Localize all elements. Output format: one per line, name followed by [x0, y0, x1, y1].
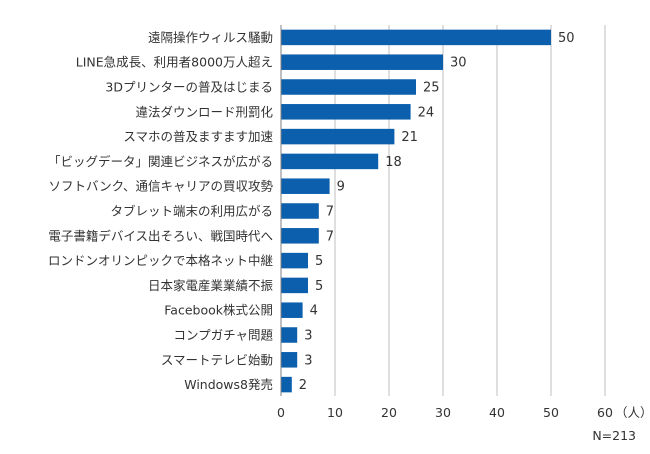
category-label: 3Dプリンターの普及はじまる: [105, 80, 273, 95]
bar: [281, 203, 319, 219]
x-tick-label: 60: [597, 405, 613, 420]
bar: [281, 302, 303, 318]
bar: [281, 352, 298, 368]
data-label: 3: [304, 329, 312, 344]
category-label: LINE急成長、利用者8000万人超え: [76, 55, 273, 70]
bar: [281, 79, 416, 95]
sample-size-note: N=213: [592, 428, 636, 443]
bar: [281, 54, 443, 70]
category-label: 「ビッグデータ」関連ビジネスが広がる: [48, 154, 273, 169]
bar: [281, 29, 551, 46]
data-label: 7: [326, 229, 334, 244]
data-label: 24: [418, 105, 435, 120]
data-label: 21: [401, 130, 418, 145]
x-tick-label: 30: [435, 405, 451, 420]
category-label: 遠隔操作ウィルス騒動: [148, 30, 273, 45]
data-label: 50: [558, 31, 575, 46]
data-label: 7: [326, 205, 334, 220]
category-label: 日本家電産業業績不振: [148, 278, 274, 293]
category-label: Facebook株式公開: [164, 303, 273, 318]
category-label: Windows8発売: [184, 377, 273, 392]
bar: [281, 178, 330, 194]
data-label: 25: [423, 81, 440, 96]
category-label: 違法ダウンロード刑罰化: [135, 104, 273, 119]
data-label: 5: [315, 279, 323, 294]
category-label: スマートテレビ始動: [161, 352, 273, 367]
data-label: 18: [385, 155, 402, 170]
bar: [281, 277, 308, 294]
x-tick-label: 10: [327, 405, 343, 420]
data-label: 4: [310, 304, 318, 319]
category-label: ソフトバンク、通信キャリアの買収攻勢: [48, 179, 273, 194]
x-axis-ticks: 0 10 20 30 40 50 60: [277, 405, 613, 420]
data-label: 5: [315, 254, 323, 269]
data-label: 2: [299, 378, 307, 393]
x-axis-unit: （人）: [615, 405, 650, 420]
bar: [281, 153, 379, 170]
bar: [281, 252, 308, 269]
bars: [281, 29, 551, 393]
category-labels: 遠隔操作ウィルス騒動 LINE急成長、利用者8000万人超え 3Dプリンターの普及は…: [48, 30, 274, 392]
category-label: 電子書籍デバイス出そろい、戦国時代へ: [48, 228, 273, 243]
category-label: コンプガチャ問題: [173, 328, 273, 343]
x-tick-label: 20: [381, 405, 397, 420]
bar: [281, 376, 292, 393]
x-tick-label: 50: [543, 405, 559, 420]
bar: [281, 128, 395, 145]
bar: [281, 327, 298, 343]
x-tick-label: 40: [489, 405, 505, 420]
data-label: 30: [450, 56, 467, 71]
category-label: スマホの普及ますます加速: [123, 129, 273, 144]
data-label: 3: [304, 353, 312, 368]
bar: [281, 228, 319, 244]
x-tick-label: 0: [277, 405, 285, 420]
category-label: ロンドンオリンピックで本格ネット中継: [48, 253, 273, 268]
data-label: 9: [337, 180, 345, 195]
bar: [281, 104, 411, 120]
category-label: タブレット端末の利用広がる: [110, 204, 273, 219]
